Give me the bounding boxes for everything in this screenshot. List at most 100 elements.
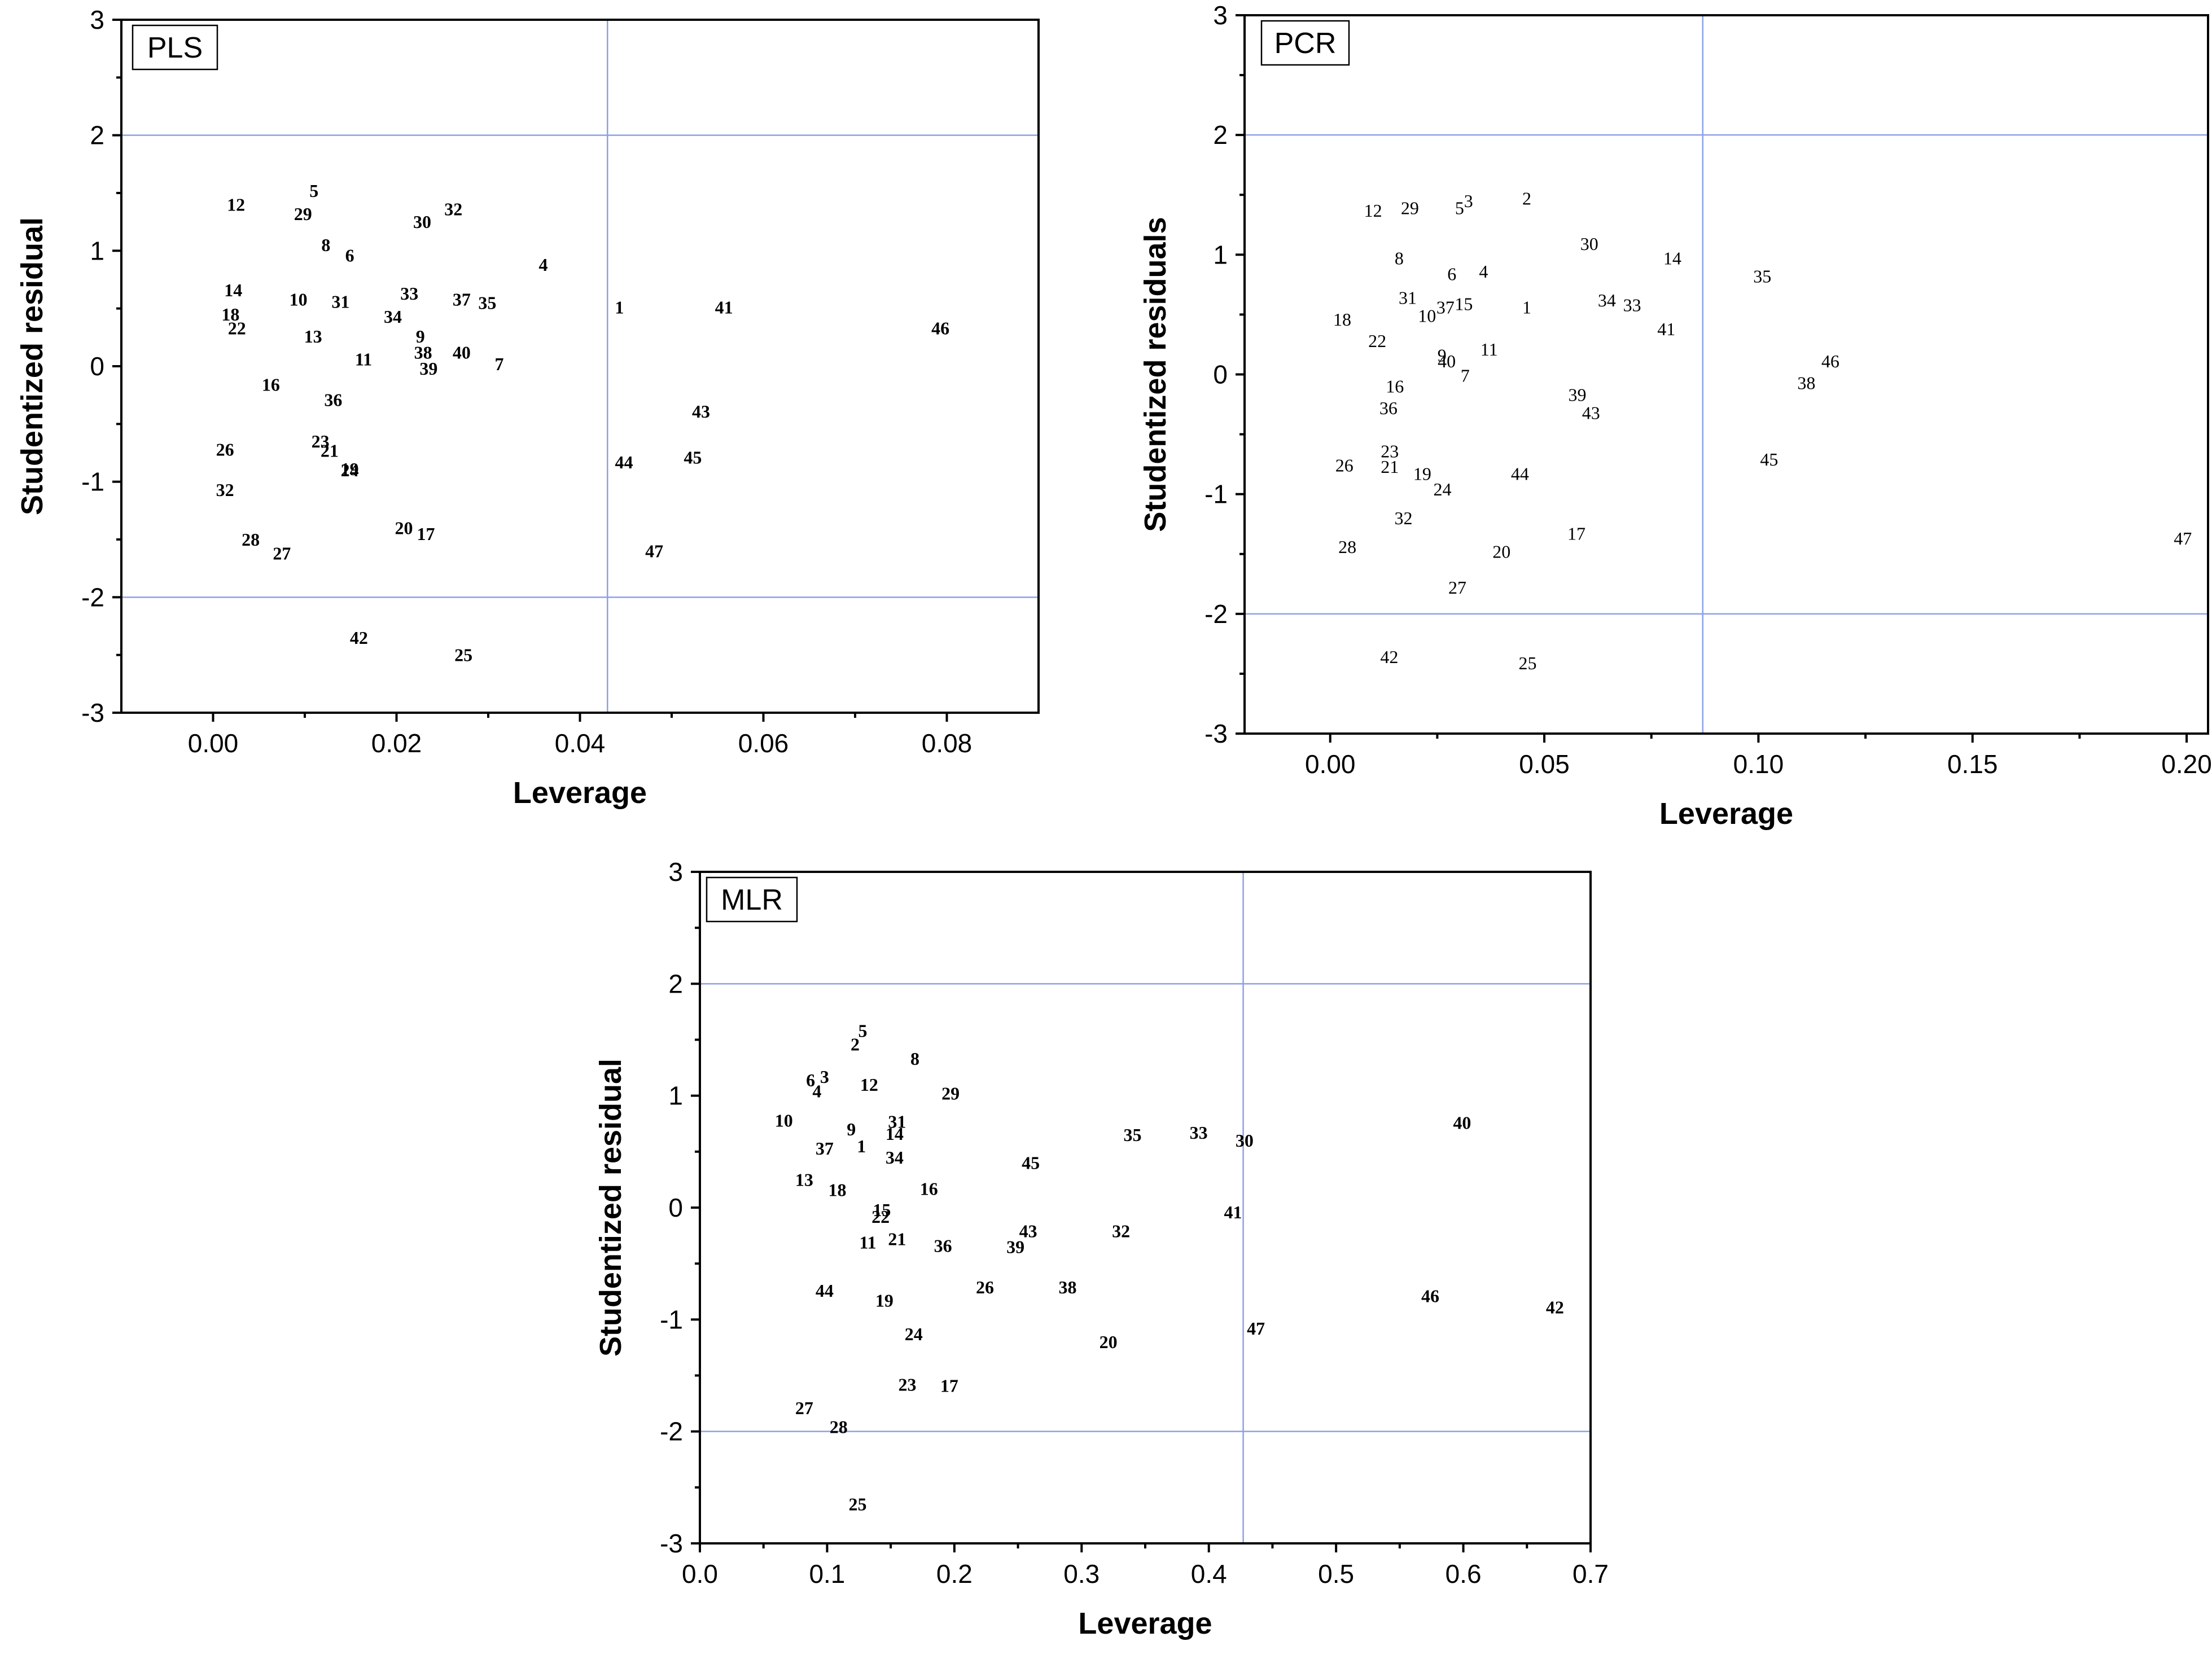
y-tick-label: 3 [668,857,683,887]
y-tick-label: 1 [1213,240,1228,269]
point-label-45: 45 [684,447,702,468]
point-label-34: 34 [1598,290,1616,310]
model-badge-box [132,24,218,71]
point-label-4: 4 [812,1081,821,1102]
point-label-4: 4 [1479,261,1488,282]
point-label-32: 32 [1112,1221,1130,1241]
point-label-41: 41 [1224,1202,1242,1222]
point-label-44: 44 [1511,464,1529,484]
y-tick-label: -2 [660,1417,683,1446]
point-label-38: 38 [1797,372,1815,393]
pls-chart: 0.00 0.02 0.04 0.06 0.08-3-2-10123LeverageSt… [15,5,1040,810]
point-label-6: 6 [1447,264,1456,284]
point-label-9: 9 [847,1119,856,1139]
point-label-20: 20 [395,518,413,538]
point-label-40: 40 [1453,1112,1471,1133]
point-label-18: 18 [828,1179,846,1200]
point-label-16: 16 [920,1178,938,1199]
x-tick-label: 0.1 [809,1559,845,1589]
y-axis-title: Studentized residual [15,217,49,515]
point-label-11: 11 [355,349,372,370]
y-axis-title: Studentized residual [594,1059,628,1357]
point-label-33: 33 [400,283,418,304]
point-label-24: 24 [341,460,359,480]
point-label-42: 42 [1380,647,1398,667]
point-label-35: 35 [1753,266,1771,287]
y-tick-label: 2 [668,969,683,998]
x-tick-label: 0.6 [1446,1559,1482,1589]
x-tick-label: 0.06 [738,729,789,758]
point-label-26: 26 [1335,455,1354,476]
point-label-17: 17 [940,1375,958,1396]
x-tick-label: 0.10 [1733,749,1784,779]
point-label-15: 15 [1455,293,1473,314]
point-label-31: 31 [331,291,349,311]
point-label-40: 40 [1438,351,1456,371]
model-badge-title: PCR [1274,27,1337,60]
point-label-45: 45 [1022,1153,1040,1173]
point-label-11: 11 [1480,339,1498,359]
point-label-6: 6 [345,245,354,266]
point-label-29: 29 [941,1083,960,1104]
point-label-1: 1 [857,1136,866,1156]
y-tick-label: 2 [90,121,104,150]
point-label-32: 32 [1394,508,1412,528]
point-label-36: 36 [1379,398,1398,418]
point-label-46: 46 [1821,351,1839,371]
point-label-11: 11 [859,1232,876,1252]
x-tick-label: 0.02 [371,729,422,758]
point-label-5: 5 [309,181,318,201]
point-label-17: 17 [417,524,435,544]
point-label-44: 44 [615,452,633,472]
point-label-1: 1 [1522,297,1531,318]
point-label-7: 7 [1461,366,1470,386]
plot-frame [1243,14,2209,735]
point-label-22: 22 [1368,331,1386,351]
point-label-28: 28 [242,529,260,550]
point-label-42: 42 [1546,1297,1564,1318]
point-label-5: 5 [1455,198,1464,218]
y-tick-label: -1 [81,467,104,497]
pcr-chart: 0.00 0.05 0.10 0.15 0.20-3-2-10123LeverageSt… [1138,1,2212,831]
point-label-21: 21 [321,440,339,460]
point-label-41: 41 [715,297,733,318]
point-label-12: 12 [1364,200,1382,221]
point-label-31: 31 [1399,288,1417,308]
point-label-29: 29 [1401,198,1419,218]
point-label-8: 8 [1395,248,1404,269]
x-tick-label: 0.5 [1318,1559,1354,1589]
x-tick-label: 0.04 [555,729,606,758]
y-tick-label: 3 [90,5,104,34]
x-tick-label: 0.0 [682,1559,718,1589]
point-label-5: 5 [858,1021,868,1041]
point-label-37: 37 [1436,297,1455,318]
point-label-2: 2 [1522,188,1531,209]
point-label-13: 13 [304,326,322,346]
point-label-20: 20 [1492,542,1510,562]
point-label-19: 19 [875,1291,893,1311]
point-label-22: 22 [228,318,246,338]
point-label-47: 47 [645,541,663,561]
y-axis-title: Studentized residuals [1138,217,1172,532]
point-label-47: 47 [1247,1318,1265,1339]
point-label-13: 13 [795,1169,813,1190]
point-label-27: 27 [273,543,291,564]
point-label-36: 36 [934,1235,952,1256]
model-badge-title: PLS [147,32,203,64]
point-label-12: 12 [860,1074,878,1095]
point-label-7: 7 [495,354,504,374]
point-label-41: 41 [1657,319,1675,339]
point-label-27: 27 [795,1398,813,1418]
y-tick-label: 3 [1213,1,1228,30]
point-label-21: 21 [888,1229,906,1249]
point-label-32: 32 [444,199,462,220]
point-label-10: 10 [290,289,308,309]
point-label-17: 17 [1567,524,1585,544]
point-label-37: 37 [453,289,471,309]
point-label-1: 1 [615,297,624,318]
point-label-25: 25 [849,1494,867,1515]
point-label-37: 37 [816,1138,834,1159]
point-label-8: 8 [910,1048,919,1069]
y-tick-label: -3 [1204,719,1228,748]
plot-frame [120,19,1040,714]
